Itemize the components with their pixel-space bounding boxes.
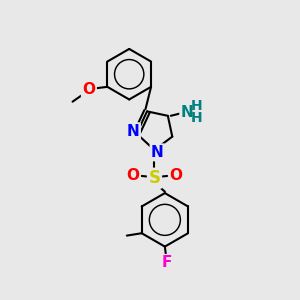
Text: H: H bbox=[190, 99, 202, 113]
Text: N: N bbox=[181, 105, 194, 120]
Text: N: N bbox=[151, 145, 164, 160]
Text: S: S bbox=[148, 169, 160, 187]
Text: H: H bbox=[190, 111, 202, 125]
Text: N: N bbox=[127, 124, 140, 139]
Text: O: O bbox=[169, 168, 182, 183]
Text: O: O bbox=[127, 168, 140, 183]
Text: F: F bbox=[161, 255, 172, 270]
Text: O: O bbox=[82, 82, 95, 97]
